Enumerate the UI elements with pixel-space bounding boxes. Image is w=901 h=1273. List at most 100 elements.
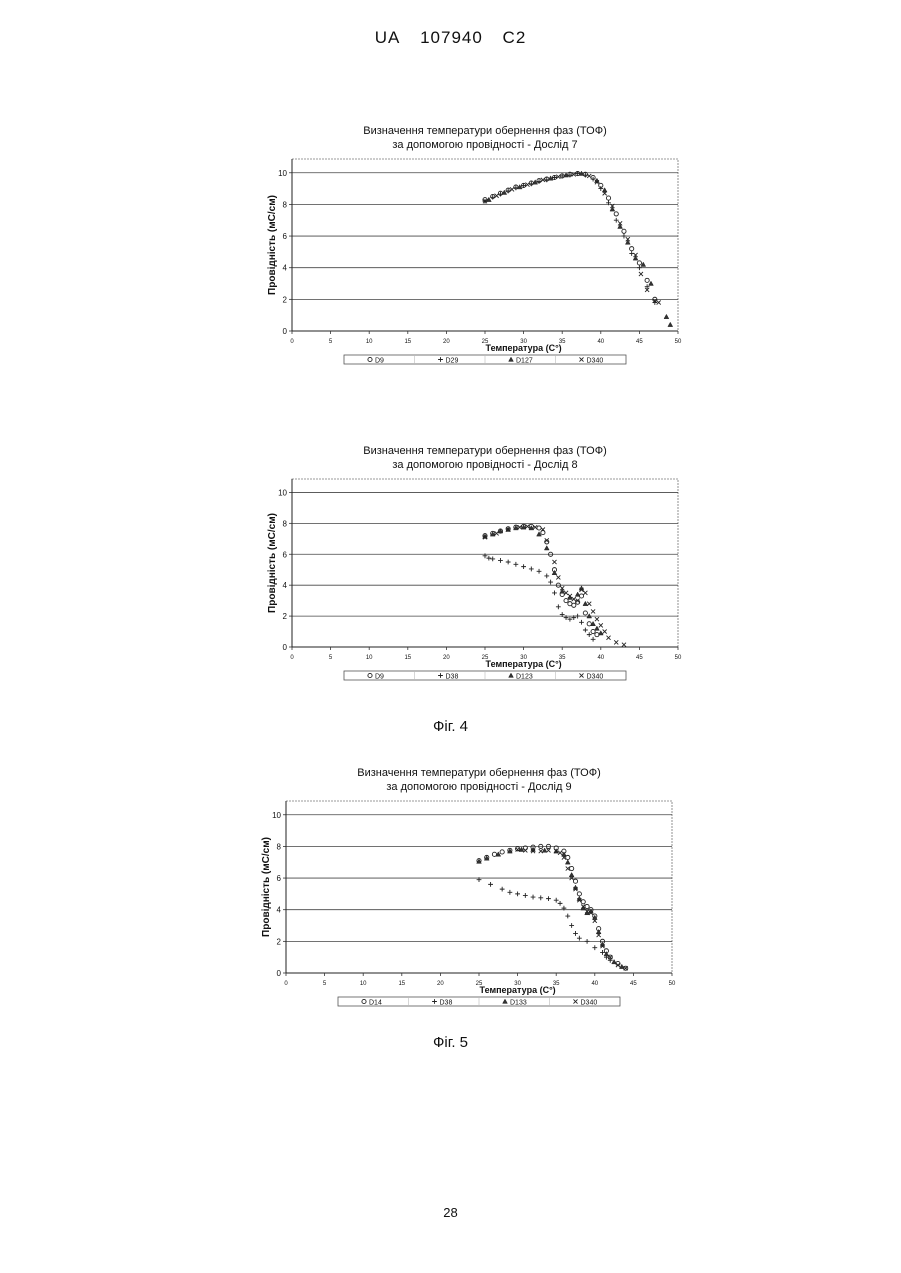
x-tick-label: 15 bbox=[404, 655, 411, 661]
y-tick-label: 0 bbox=[283, 327, 288, 336]
x-tick-label: 0 bbox=[290, 339, 294, 345]
figure-5-caption: Фіг. 5 bbox=[0, 1034, 901, 1051]
x-tick-label: 45 bbox=[630, 981, 637, 987]
point-d9 bbox=[630, 247, 634, 251]
point-d38 bbox=[538, 895, 543, 900]
x-tick-label: 5 bbox=[323, 981, 327, 987]
point-d38 bbox=[587, 632, 592, 637]
legend-label-d14: D14 bbox=[369, 1000, 382, 1007]
point-d14 bbox=[500, 850, 504, 854]
point-d29 bbox=[622, 234, 627, 239]
chart-svg-experiment-7: Визначення температури обернення фаз (ТО… bbox=[0, 115, 901, 385]
x-tick-label: 20 bbox=[443, 339, 450, 345]
x-tick-label: 10 bbox=[360, 981, 367, 987]
y-tick-label: 0 bbox=[283, 643, 288, 652]
point-d38 bbox=[498, 558, 503, 563]
point-d38 bbox=[537, 569, 542, 574]
point-d38 bbox=[546, 896, 551, 901]
point-d340 bbox=[614, 640, 618, 644]
y-tick-label: 4 bbox=[283, 264, 288, 273]
point-d29 bbox=[614, 218, 619, 223]
point-d14 bbox=[573, 879, 577, 883]
point-d9 bbox=[583, 611, 587, 615]
y-tick-label: 10 bbox=[278, 488, 287, 497]
point-d38 bbox=[583, 628, 588, 633]
legend-label-d133: D133 bbox=[510, 1000, 527, 1007]
point-d123 bbox=[544, 546, 549, 550]
point-d38 bbox=[488, 882, 493, 887]
y-axis-label: Провідність (мС/см) bbox=[267, 513, 278, 613]
legend-label-d123: D123 bbox=[516, 674, 533, 681]
point-d38 bbox=[558, 901, 563, 906]
point-d38 bbox=[515, 891, 520, 896]
y-tick-label: 0 bbox=[277, 969, 282, 978]
point-d38 bbox=[565, 914, 570, 919]
point-d340 bbox=[591, 609, 595, 613]
legend-marker-d14 bbox=[362, 999, 366, 1003]
point-d38 bbox=[573, 931, 578, 936]
page-number: 28 bbox=[0, 1205, 901, 1220]
point-d340 bbox=[595, 617, 599, 621]
point-d38 bbox=[531, 895, 536, 900]
point-d38 bbox=[591, 637, 596, 642]
point-d38 bbox=[579, 620, 584, 625]
point-d38 bbox=[569, 923, 574, 928]
x-tick-label: 40 bbox=[597, 339, 604, 345]
y-tick-label: 6 bbox=[283, 232, 288, 241]
point-d38 bbox=[500, 887, 505, 892]
y-tick-label: 2 bbox=[277, 937, 282, 946]
x-axis-label: Температура (С°) bbox=[486, 343, 562, 353]
y-tick-label: 4 bbox=[283, 581, 288, 590]
x-tick-label: 10 bbox=[366, 655, 373, 661]
chart-svg-experiment-9: Визначення температури обернення фаз (ТО… bbox=[0, 760, 901, 1030]
point-d38 bbox=[548, 580, 553, 585]
point-d38 bbox=[506, 560, 511, 565]
legend-label-d38: D38 bbox=[446, 674, 459, 681]
x-tick-label: 15 bbox=[398, 981, 405, 987]
point-d340 bbox=[533, 525, 537, 529]
plot-area bbox=[286, 801, 672, 973]
chart-svg-experiment-8: Визначення температури обернення фаз (ТО… bbox=[0, 432, 901, 702]
chart-title-line-2: за допомогою провідності - Дослід 8 bbox=[392, 459, 577, 471]
y-tick-label: 6 bbox=[277, 874, 282, 883]
point-d133 bbox=[565, 860, 570, 864]
point-d340 bbox=[541, 178, 545, 182]
point-d9 bbox=[537, 526, 541, 530]
y-tick-label: 8 bbox=[277, 842, 282, 851]
point-d38 bbox=[554, 898, 559, 903]
point-d38 bbox=[521, 564, 526, 569]
x-tick-label: 0 bbox=[284, 981, 288, 987]
point-d340 bbox=[556, 575, 560, 579]
x-tick-label: 10 bbox=[366, 339, 373, 345]
point-d9 bbox=[637, 261, 641, 265]
legend-label-d340: D340 bbox=[587, 358, 604, 365]
point-d340 bbox=[556, 175, 560, 179]
chart-experiment-8: Визначення температури обернення фаз (ТО… bbox=[0, 432, 901, 762]
y-tick-label: 8 bbox=[283, 200, 288, 209]
patent-header: UA 107940 C2 bbox=[0, 28, 901, 48]
y-tick-label: 8 bbox=[283, 519, 288, 528]
legend-label-d9: D9 bbox=[375, 674, 384, 681]
x-tick-label: 50 bbox=[675, 655, 682, 661]
chart-experiment-7: Визначення температури обернення фаз (ТО… bbox=[0, 115, 901, 445]
x-tick-label: 45 bbox=[636, 339, 643, 345]
point-d340 bbox=[552, 560, 556, 564]
legend-label-d9: D9 bbox=[375, 358, 384, 365]
legend-marker-d127 bbox=[509, 357, 514, 361]
legend-marker-d340 bbox=[579, 357, 583, 361]
legend-marker-d38 bbox=[438, 673, 443, 678]
y-tick-label: 6 bbox=[283, 550, 288, 559]
point-d123 bbox=[575, 592, 580, 596]
plot-area bbox=[292, 159, 678, 331]
point-d14 bbox=[570, 866, 574, 870]
point-d38 bbox=[585, 939, 590, 944]
legend-label-d29: D29 bbox=[446, 358, 459, 365]
y-axis-label: Провідність (мС/см) bbox=[261, 837, 272, 937]
y-tick-label: 2 bbox=[283, 295, 288, 304]
point-d123 bbox=[595, 626, 600, 630]
point-d38 bbox=[486, 556, 491, 561]
point-d340 bbox=[510, 187, 514, 191]
legend-marker-d133 bbox=[503, 999, 508, 1003]
patent-number: 107940 bbox=[420, 28, 483, 47]
x-tick-label: 20 bbox=[443, 655, 450, 661]
